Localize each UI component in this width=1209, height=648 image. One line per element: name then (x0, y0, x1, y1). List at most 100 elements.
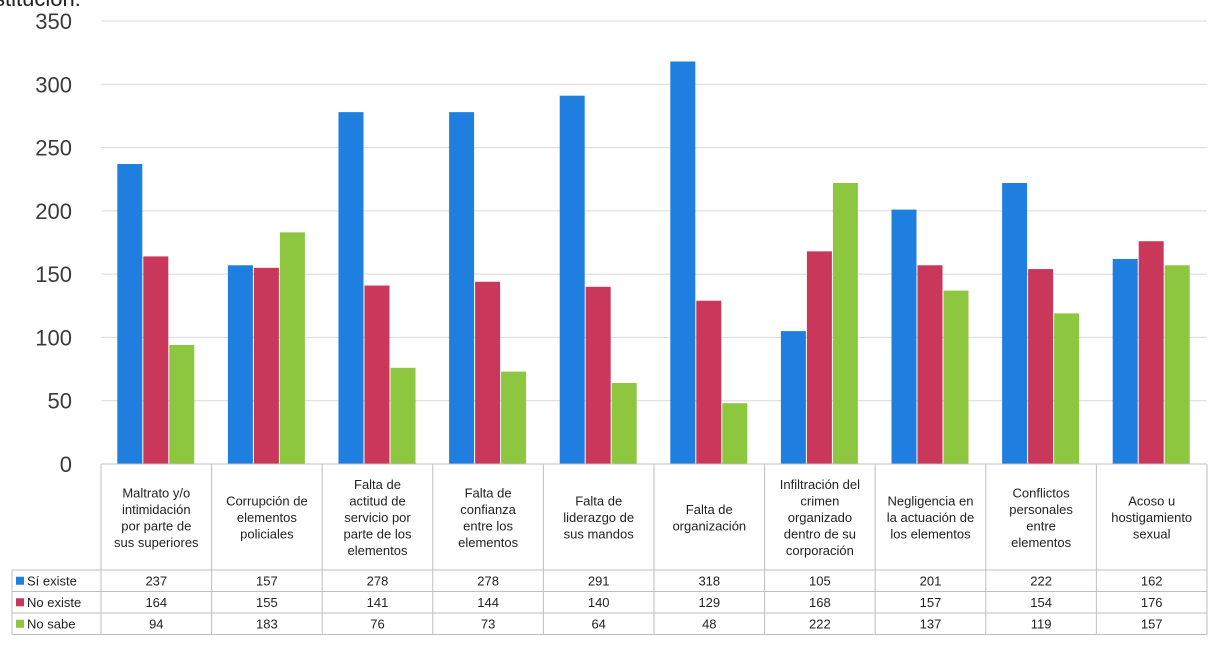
data-value: 237 (145, 573, 167, 588)
category-label: Falta de confianza entre los elementos (458, 485, 518, 550)
category-label-line: Acoso u (1128, 494, 1175, 509)
bar (943, 290, 969, 464)
category-label-line: elementos (458, 535, 518, 550)
data-value: 222 (809, 616, 831, 631)
bar (696, 300, 722, 464)
bar (1028, 269, 1054, 464)
legend-label: No existe (27, 595, 81, 610)
bar (169, 345, 195, 464)
data-value: 157 (256, 573, 278, 588)
data-value: 155 (256, 595, 278, 610)
category-label-line: la actuación de (887, 510, 974, 525)
category-label-line: elementos (1011, 535, 1071, 550)
data-value: 168 (809, 595, 831, 610)
data-value: 154 (1030, 595, 1052, 610)
bar (559, 95, 585, 465)
data-value: 318 (698, 573, 720, 588)
bar (1002, 183, 1028, 465)
bar (501, 371, 527, 464)
data-value: 291 (588, 573, 610, 588)
category-label-line: hostigamiento (1111, 510, 1192, 525)
data-value: 105 (809, 573, 831, 588)
category-label-line: servicio por (344, 510, 411, 525)
bar (917, 265, 943, 464)
bar (611, 382, 637, 464)
y-tick-label: 50 (48, 389, 72, 414)
bar (891, 209, 917, 464)
category-label-line: Falta de (686, 502, 733, 517)
category-label: Falta de liderazgo de sus mandos (563, 494, 634, 542)
category-label-line: organizado (788, 510, 852, 525)
category-label-line: actitud de (349, 494, 405, 509)
bar (1138, 241, 1164, 464)
data-value: 183 (256, 616, 278, 631)
legend-swatch (16, 576, 24, 585)
category-label-line: personales (1009, 502, 1073, 517)
bar (338, 112, 364, 464)
data-value: 137 (920, 616, 942, 631)
category-label-line: organización (672, 518, 746, 533)
bar (143, 256, 169, 464)
bar (1054, 313, 1080, 464)
data-value: 94 (149, 616, 163, 631)
bar (1112, 258, 1138, 464)
category-label: Conflictos personales entre elementos (1009, 485, 1073, 550)
bar (722, 403, 748, 464)
category-label-line: intimidación (122, 502, 191, 517)
data-value: 162 (1141, 573, 1163, 588)
legend-label: No sabe (27, 616, 75, 631)
category-label-line: policiales (240, 527, 294, 542)
data-value: 119 (1031, 616, 1052, 631)
category-label-line: sus superiores (114, 535, 199, 550)
category-label-line: entre los (463, 518, 513, 533)
bar (227, 265, 253, 464)
data-value: 144 (477, 595, 499, 610)
data-value: 278 (477, 573, 499, 588)
category-label: Infiltración del crimen organizado dentro d… (780, 477, 860, 558)
category-label-line: crimen (800, 494, 839, 509)
category-label-line: por parte de (121, 518, 191, 533)
data-value: 201 (920, 573, 942, 588)
category-label: Acoso u hostigamiento sexual (1111, 494, 1192, 542)
category-label-line: parte de los (344, 527, 412, 542)
data-value: 157 (1141, 616, 1163, 631)
data-value: 222 (1030, 573, 1052, 588)
bar (117, 164, 143, 465)
bar (780, 331, 806, 464)
category-label: Maltrato y/o intimidación por parte de sus … (114, 485, 199, 550)
data-value: 48 (702, 616, 716, 631)
data-value: 176 (1141, 595, 1163, 610)
category-label-line: liderazgo de (563, 510, 634, 525)
bar (253, 267, 279, 464)
data-value: 129 (698, 595, 720, 610)
data-value: 140 (588, 595, 610, 610)
category-label-line: elementos (237, 510, 297, 525)
bar (806, 251, 832, 464)
bar (390, 367, 416, 464)
category-label-line: Infiltración del (780, 477, 860, 492)
bar (364, 285, 390, 464)
clipped-caption: stitución: (0, 0, 81, 12)
category-label-line: entre (1026, 518, 1056, 533)
category-label-line: corporación (786, 543, 854, 558)
category-label-line: los elementos (890, 527, 971, 542)
category-label-line: dentro de su (784, 527, 856, 542)
bar (832, 183, 858, 465)
data-value: 164 (145, 595, 167, 610)
data-value: 278 (367, 573, 389, 588)
legend-label: Sí existe (27, 573, 77, 588)
bar (279, 232, 305, 464)
bar (475, 281, 501, 464)
category-label-line: sus mandos (564, 527, 635, 542)
category-label-line: Negligencia en (887, 494, 973, 509)
y-tick-label: 0 (60, 452, 72, 477)
category-label-line: Falta de (354, 477, 401, 492)
y-tick-label: 300 (35, 72, 72, 97)
y-tick-label: 150 (35, 262, 72, 287)
category-label-line: Maltrato y/o (122, 485, 190, 500)
category-label-line: Falta de (575, 494, 622, 509)
data-value: 76 (370, 616, 384, 631)
bar (1164, 265, 1190, 464)
data-value: 157 (920, 595, 942, 610)
